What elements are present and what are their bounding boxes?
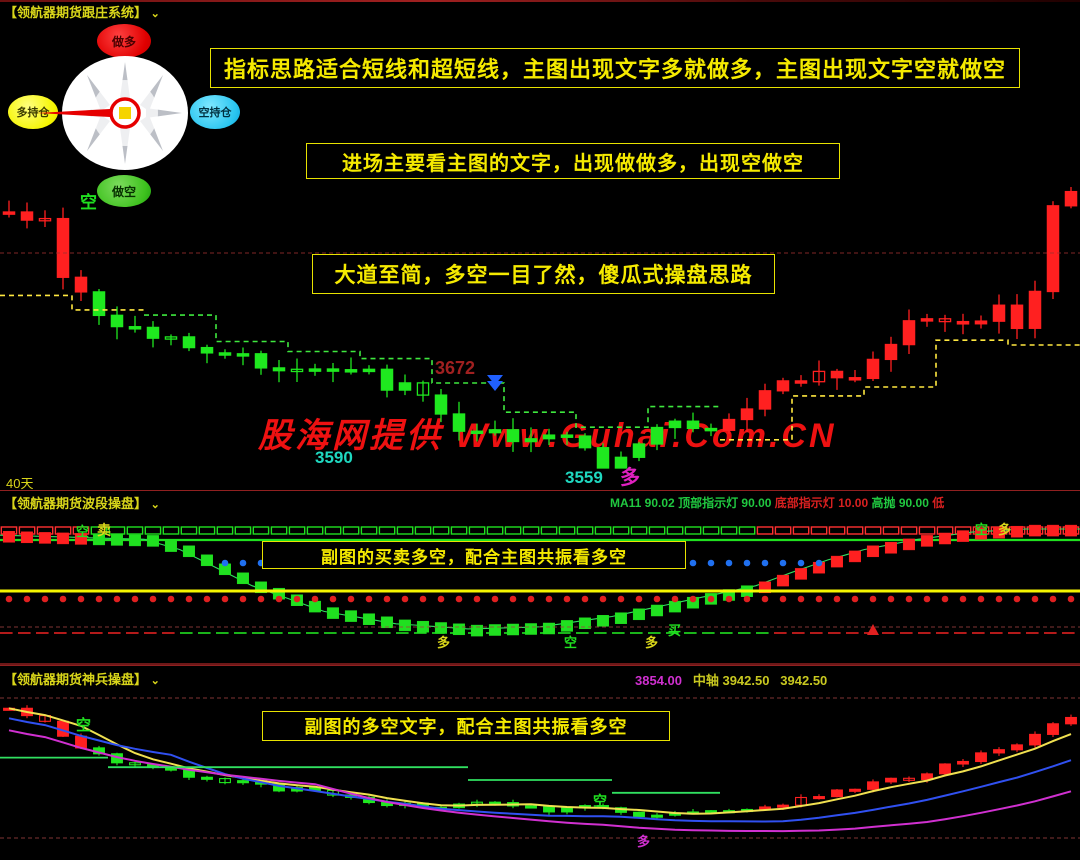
svg-text:多: 多 [620, 465, 640, 489]
